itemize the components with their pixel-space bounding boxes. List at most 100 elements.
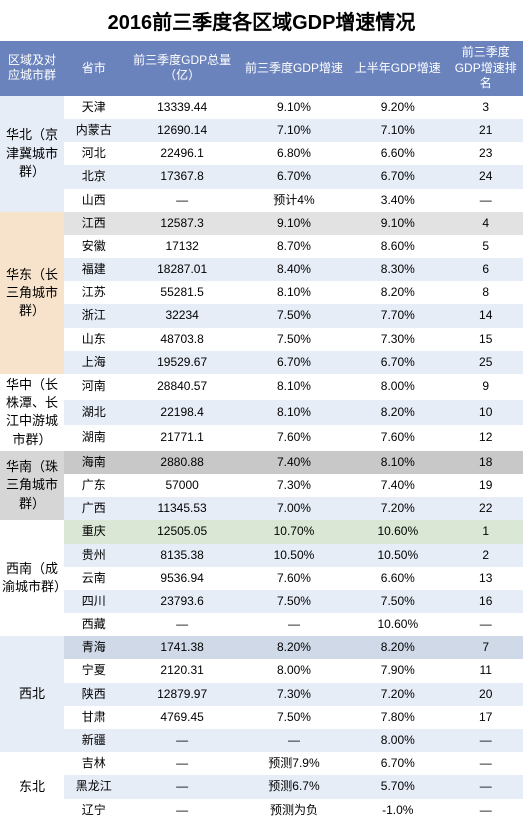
province-cell: 黑龙江	[64, 775, 124, 798]
province-cell: 陕西	[64, 683, 124, 706]
rank-cell: 6	[448, 258, 523, 281]
q3-growth-cell: 预测6.7%	[241, 775, 348, 798]
table-row: 西藏——10.60%—	[0, 613, 523, 636]
table-row: 河北22496.16.80%6.60%23	[0, 142, 523, 165]
province-cell: 江西	[64, 212, 124, 235]
gdp-cell: 2120.31	[124, 659, 241, 682]
q3-growth-cell: 7.00%	[241, 497, 348, 520]
gdp-cell: 28840.57	[124, 374, 241, 400]
q3-growth-cell: 7.30%	[241, 683, 348, 706]
gdp-cell: 55281.5	[124, 281, 241, 304]
region-cell: 西北	[0, 636, 64, 752]
gdp-cell: 11345.53	[124, 497, 241, 520]
region-cell: 西南（成渝城市群）	[0, 520, 64, 636]
region-cell: 东北	[0, 752, 64, 822]
gdp-cell: 17367.8	[124, 165, 241, 188]
province-cell: 浙江	[64, 304, 124, 327]
province-cell: 辽宁	[64, 799, 124, 822]
rank-cell: 19	[448, 474, 523, 497]
province-cell: 湖北	[64, 400, 124, 426]
h1-growth-cell: 8.30%	[347, 258, 448, 281]
gdp-cell: 19529.67	[124, 351, 241, 374]
gdp-cell: 23793.6	[124, 590, 241, 613]
rank-cell: —	[448, 799, 523, 822]
province-cell: 安徽	[64, 235, 124, 258]
gdp-cell: —	[124, 613, 241, 636]
h1-growth-cell: 7.40%	[347, 474, 448, 497]
province-cell: 福建	[64, 258, 124, 281]
province-cell: 青海	[64, 636, 124, 659]
rank-cell: 18	[448, 451, 523, 474]
q3-growth-cell: 7.50%	[241, 304, 348, 327]
h1-growth-cell: 8.60%	[347, 235, 448, 258]
gdp-cell: 2880.88	[124, 451, 241, 474]
h1-growth-cell: 9.20%	[347, 96, 448, 119]
rank-cell: 17	[448, 706, 523, 729]
province-cell: 广西	[64, 497, 124, 520]
q3-growth-cell: 7.30%	[241, 474, 348, 497]
province-cell: 吉林	[64, 752, 124, 775]
gdp-cell: 12690.14	[124, 119, 241, 142]
table-row: 西北青海1741.388.20%8.20%7	[0, 636, 523, 659]
rank-cell: 22	[448, 497, 523, 520]
province-cell: 云南	[64, 567, 124, 590]
q3-growth-cell: 8.20%	[241, 636, 348, 659]
table-row: 北京17367.86.70%6.70%24	[0, 165, 523, 188]
q3-growth-cell: 10.50%	[241, 544, 348, 567]
h1-growth-cell: 6.70%	[347, 752, 448, 775]
rank-cell: 4	[448, 212, 523, 235]
gdp-cell: 22198.4	[124, 400, 241, 426]
table-row: 内蒙古12690.147.10%7.10%21	[0, 119, 523, 142]
gdp-cell: 8135.38	[124, 544, 241, 567]
q3-growth-cell: 7.60%	[241, 567, 348, 590]
h1-growth-cell: 8.10%	[347, 451, 448, 474]
h1-growth-cell: 7.20%	[347, 497, 448, 520]
table-row: 华南（珠三角城市群）海南2880.887.40%8.10%18	[0, 451, 523, 474]
q3-growth-cell: 7.60%	[241, 425, 348, 451]
table-row: 新疆——8.00%—	[0, 729, 523, 752]
header-province: 省市	[64, 41, 124, 96]
rank-cell: 15	[448, 328, 523, 351]
region-cell: 华东（长三角城市群）	[0, 212, 64, 374]
table-row: 云南9536.947.60%6.60%13	[0, 567, 523, 590]
gdp-cell: 22496.1	[124, 142, 241, 165]
h1-growth-cell: 7.50%	[347, 590, 448, 613]
q3-growth-cell: 7.50%	[241, 590, 348, 613]
gdp-cell: 48703.8	[124, 328, 241, 351]
table-row: 江苏55281.58.10%8.20%8	[0, 281, 523, 304]
h1-growth-cell: 10.60%	[347, 520, 448, 543]
h1-growth-cell: 7.20%	[347, 683, 448, 706]
table-row: 辽宁—预测为负-1.0%—	[0, 799, 523, 822]
gdp-cell: 1741.38	[124, 636, 241, 659]
table-row: 广东570007.30%7.40%19	[0, 474, 523, 497]
gdp-cell: 18287.01	[124, 258, 241, 281]
province-cell: 上海	[64, 351, 124, 374]
rank-cell: —	[448, 775, 523, 798]
table-row: 华中（长株潭、长江中游城市群）河南28840.578.10%8.00%9	[0, 374, 523, 400]
q3-growth-cell: 9.10%	[241, 212, 348, 235]
province-cell: 天津	[64, 96, 124, 119]
h1-growth-cell: 8.00%	[347, 729, 448, 752]
q3-growth-cell: 7.50%	[241, 328, 348, 351]
h1-growth-cell: 7.60%	[347, 425, 448, 451]
h1-growth-cell: 6.60%	[347, 567, 448, 590]
province-cell: 贵州	[64, 544, 124, 567]
gdp-cell: 12879.97	[124, 683, 241, 706]
gdp-cell: 13339.44	[124, 96, 241, 119]
table-row: 贵州8135.3810.50%10.50%2	[0, 544, 523, 567]
table-row: 陕西12879.977.30%7.20%20	[0, 683, 523, 706]
table-row: 福建18287.018.40%8.30%6	[0, 258, 523, 281]
h1-growth-cell: 9.10%	[347, 212, 448, 235]
q3-growth-cell: 8.10%	[241, 281, 348, 304]
table-row: 广西11345.537.00%7.20%22	[0, 497, 523, 520]
h1-growth-cell: 6.70%	[347, 165, 448, 188]
province-cell: 重庆	[64, 520, 124, 543]
rank-cell: 14	[448, 304, 523, 327]
header-q3-growth: 前三季度GDP增速	[241, 41, 348, 96]
gdp-cell: 4769.45	[124, 706, 241, 729]
rank-cell: 16	[448, 590, 523, 613]
rank-cell: 2	[448, 544, 523, 567]
h1-growth-cell: -1.0%	[347, 799, 448, 822]
q3-growth-cell: 7.40%	[241, 451, 348, 474]
q3-growth-cell: 8.10%	[241, 400, 348, 426]
